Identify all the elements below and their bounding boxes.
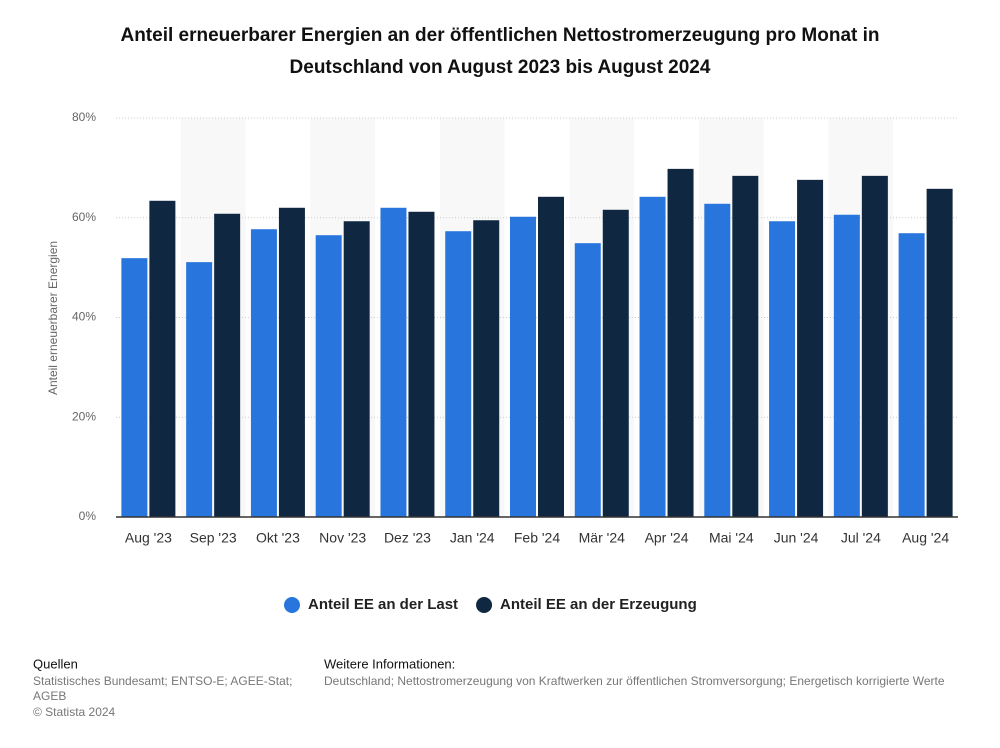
bar [380, 207, 407, 517]
legend: Anteil EE an der Last Anteil EE an der Er… [284, 596, 697, 613]
x-tick-label: Jun '24 [774, 530, 819, 546]
y-tick-label: 80% [72, 110, 96, 124]
x-tick-label: Apr '24 [645, 530, 689, 546]
sources: Statistisches Bundesamt; ENTSO-E; AGEE-S… [33, 674, 292, 688]
bar [214, 213, 241, 517]
bar [408, 211, 435, 517]
bar [315, 235, 342, 518]
x-tick-label: Okt '23 [256, 530, 300, 546]
bar [667, 168, 694, 517]
bar [898, 233, 925, 517]
x-tick-label: Aug '24 [902, 530, 949, 546]
legend-marker [476, 597, 493, 613]
chart-title: Anteil erneuerbarer Energien an der öffe… [120, 25, 879, 78]
bar [797, 179, 824, 517]
y-tick-label: 60% [72, 210, 96, 224]
bar [278, 207, 305, 517]
bar [510, 216, 536, 517]
bar [186, 262, 213, 517]
bar [926, 188, 953, 517]
bar [445, 231, 472, 517]
bar [250, 229, 277, 517]
x-tick-label: Mär '24 [579, 530, 625, 546]
x-tick-label: Feb '24 [514, 530, 560, 546]
bar [769, 221, 796, 517]
sources: AGEB [33, 689, 66, 703]
y-tick-label: 20% [72, 409, 96, 423]
bar [602, 209, 629, 517]
bar [343, 221, 370, 517]
sources-title: Quellen [33, 656, 78, 671]
bar [861, 175, 888, 518]
bar [121, 258, 148, 517]
bar [704, 203, 731, 517]
x-tick-label: Nov '23 [319, 530, 366, 546]
x-tick-label: Jan '24 [450, 530, 495, 546]
y-axis-label: Anteil erneuerbarer Energien [46, 241, 60, 395]
x-tick-label: Dez '23 [384, 530, 431, 546]
x-tick-label: Mai '24 [709, 530, 754, 546]
x-tick-label: Aug '23 [125, 530, 172, 546]
legend-marker [284, 597, 300, 613]
y-tick-label: 0% [79, 509, 97, 523]
bar [732, 175, 759, 518]
copyright: © Statista 2024 [33, 705, 116, 719]
bar [639, 196, 666, 518]
info-title: Weitere Informationen: [324, 656, 455, 671]
bar [833, 214, 860, 517]
bar [149, 200, 176, 518]
bar [574, 243, 601, 517]
info: Deutschland; Nettostromerzeugung von Kra… [324, 674, 945, 688]
x-tick-label: Jul '24 [841, 530, 881, 546]
bar [538, 196, 564, 518]
y-tick-label: 40% [72, 310, 96, 324]
legend-label: Anteil EE an der Last [308, 596, 458, 613]
x-tick-label: Sep '23 [190, 530, 237, 546]
legend-label: Anteil EE an der Erzeugung [500, 596, 697, 613]
bar [473, 220, 500, 517]
